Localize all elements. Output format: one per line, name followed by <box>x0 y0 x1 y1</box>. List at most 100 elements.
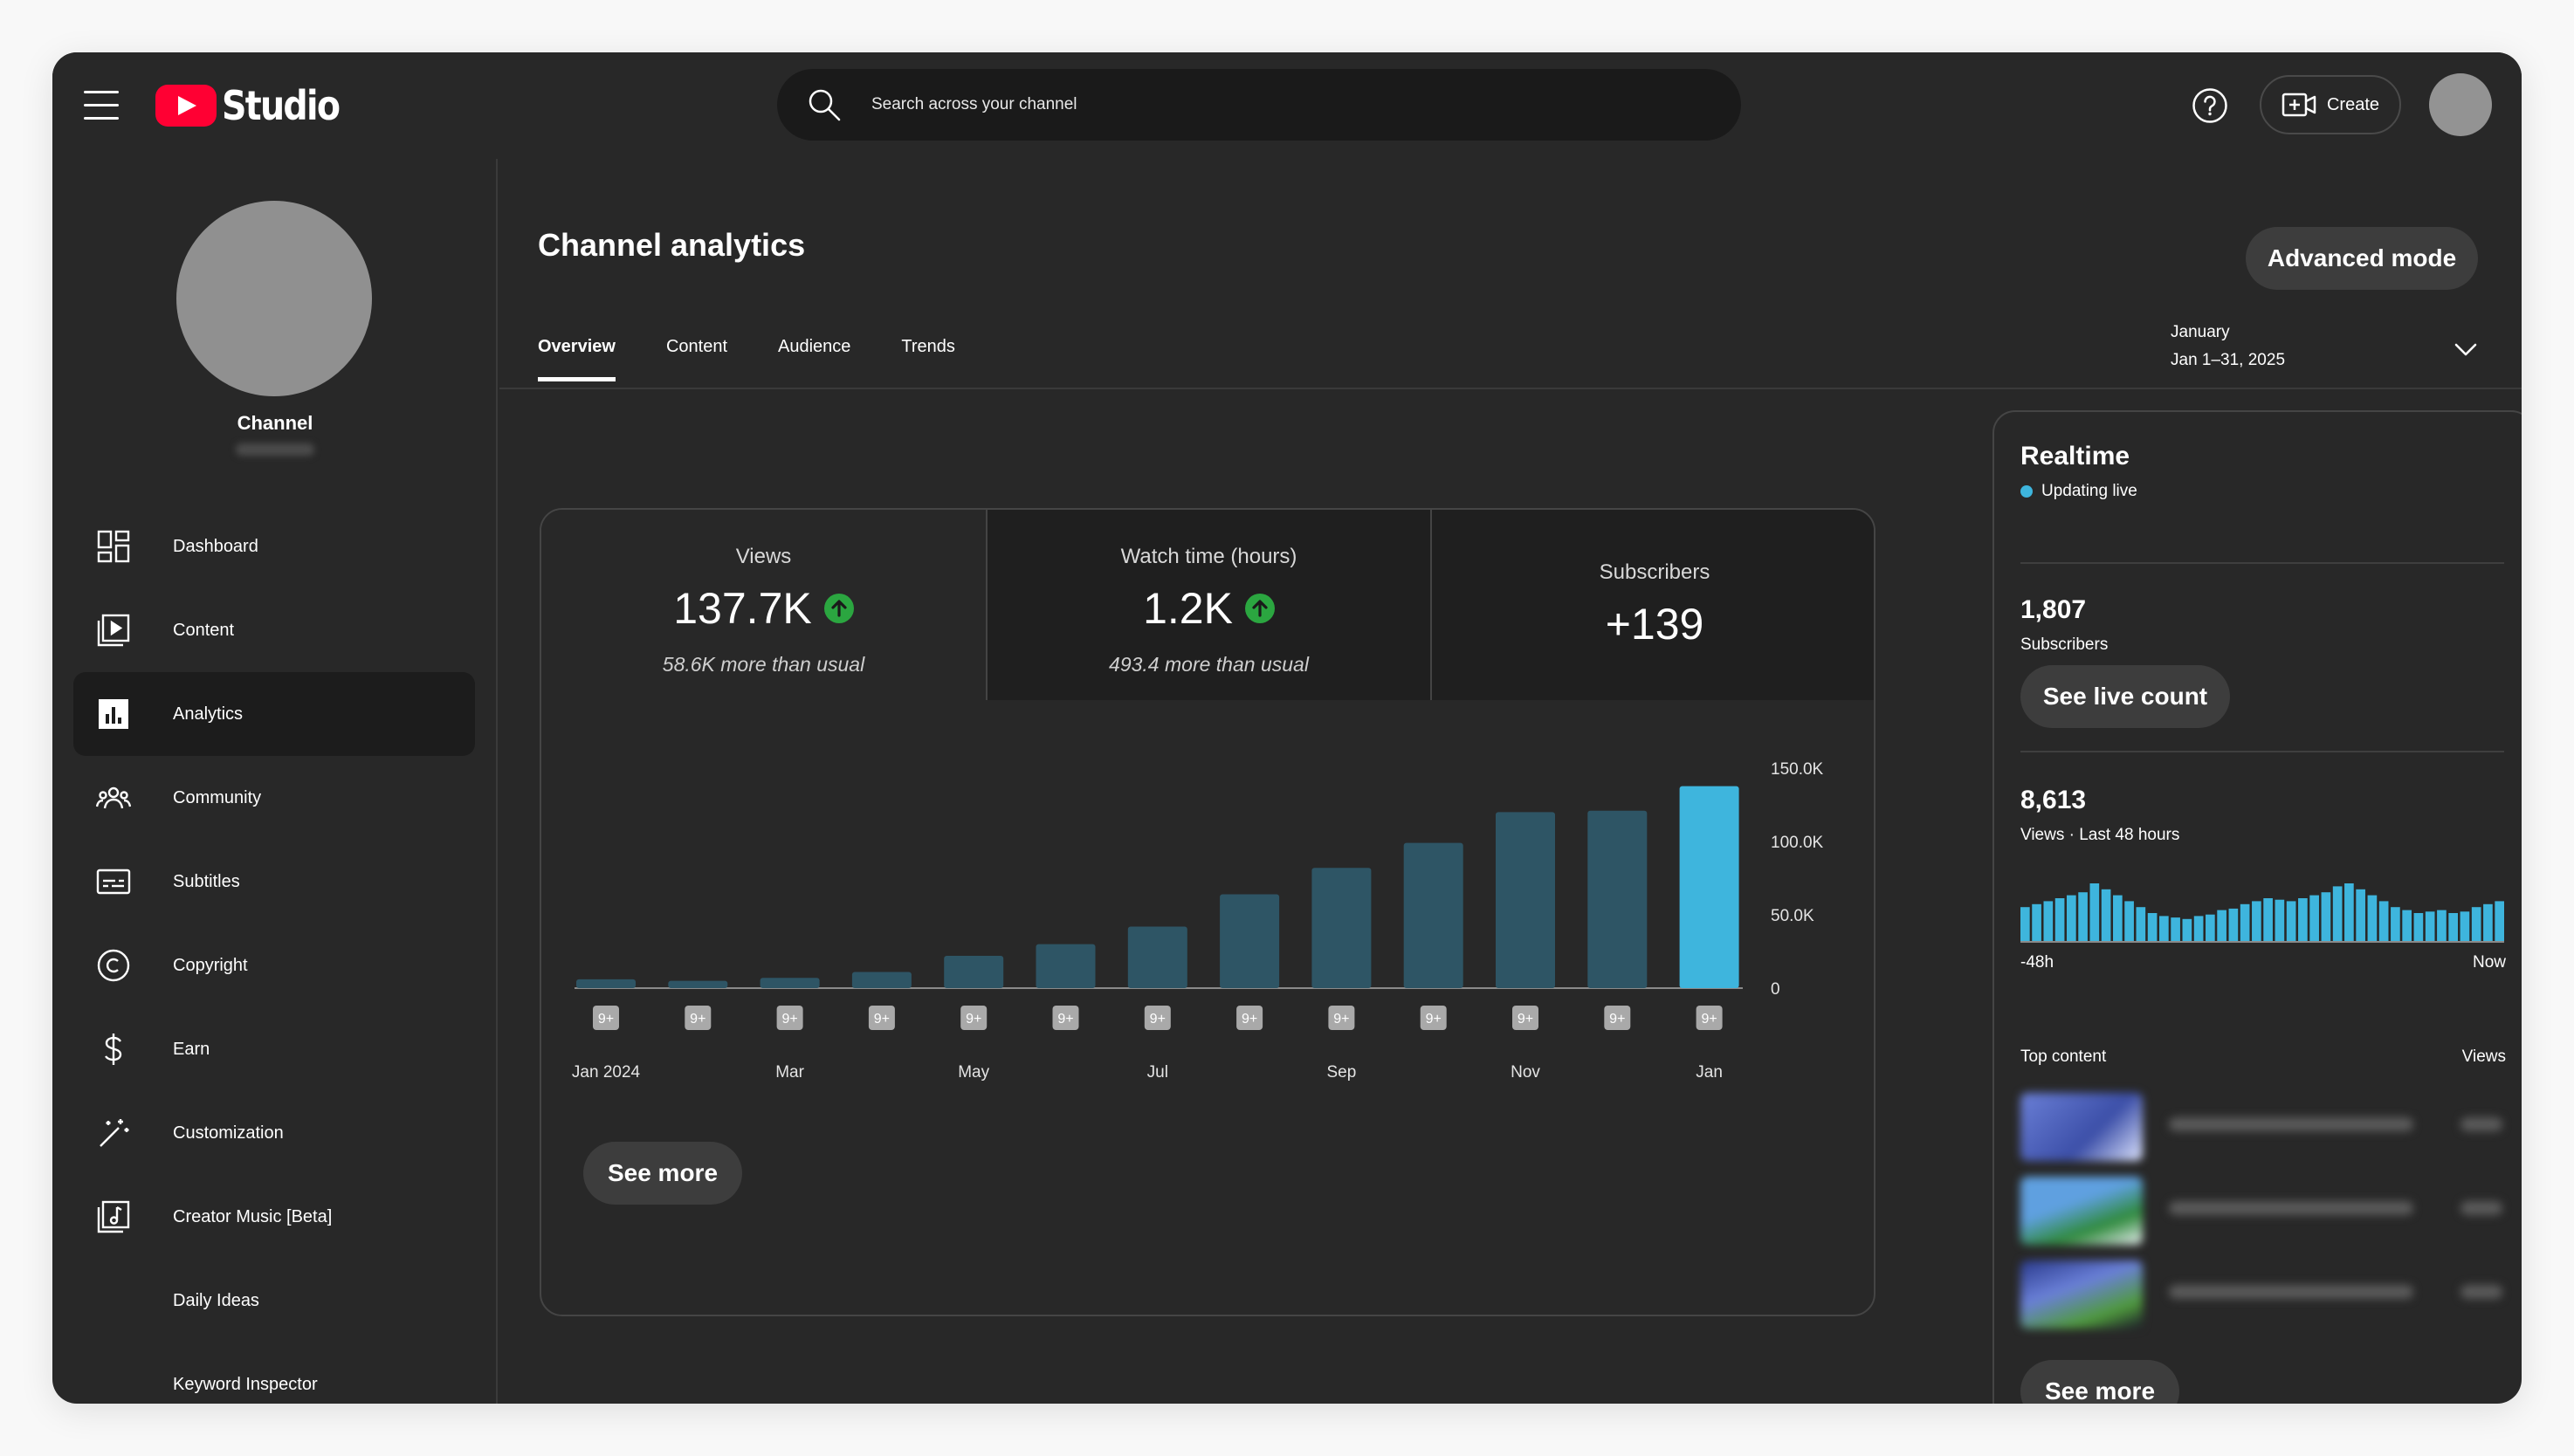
realtime-bar[interactable] <box>2124 901 2134 943</box>
upload-marker[interactable]: 9+ <box>1052 1006 1079 1030</box>
realtime-bar[interactable] <box>2171 917 2180 943</box>
help-icon[interactable] <box>2192 87 2228 124</box>
realtime-bar[interactable] <box>2413 913 2424 943</box>
realtime-bar[interactable] <box>2113 895 2123 943</box>
chart-bar[interactable] <box>1496 812 1555 988</box>
upload-marker[interactable]: 9+ <box>1512 1006 1538 1030</box>
realtime-bar[interactable] <box>2078 892 2088 943</box>
sidebar-item-analytics[interactable]: Analytics <box>73 672 475 756</box>
realtime-bar[interactable] <box>2391 907 2400 943</box>
realtime-bar[interactable] <box>2321 892 2331 943</box>
sidebar-item-community[interactable]: Community <box>73 756 475 840</box>
realtime-bar[interactable] <box>2240 903 2250 943</box>
create-button[interactable]: Create <box>2260 75 2401 134</box>
realtime-bar[interactable] <box>2332 886 2343 943</box>
see-live-count-button[interactable]: See live count <box>2020 665 2230 728</box>
realtime-bar[interactable] <box>2344 883 2354 943</box>
metric-watch-time[interactable]: Watch time (hours) 1.2K 493.4 more than … <box>986 510 1430 700</box>
realtime-bar[interactable] <box>2402 910 2412 943</box>
sidebar-item-dashboard[interactable]: Dashboard <box>73 505 475 588</box>
realtime-bar[interactable] <box>2089 883 2100 943</box>
realtime-bar[interactable] <box>2309 895 2319 943</box>
sidebar-item-creator-music[interactable]: Creator Music [Beta] <box>73 1175 475 1259</box>
realtime-bar[interactable] <box>2043 901 2054 943</box>
tab-content[interactable]: Content <box>665 337 728 356</box>
realtime-bar[interactable] <box>2217 910 2226 943</box>
sidebar-item-customization[interactable]: Customization <box>73 1091 475 1175</box>
chart-bar[interactable] <box>1311 868 1372 988</box>
realtime-bar[interactable] <box>2286 901 2296 943</box>
chart-bar[interactable] <box>1220 894 1280 988</box>
realtime-bar[interactable] <box>2298 898 2308 943</box>
chart-bar[interactable] <box>760 978 820 988</box>
sidebar-item-keyword-inspector[interactable]: Keyword Inspector <box>73 1343 475 1404</box>
realtime-bar[interactable] <box>2460 911 2470 943</box>
upload-marker[interactable]: 9+ <box>776 1006 803 1030</box>
realtime-bar[interactable] <box>2147 913 2158 943</box>
chart-bar[interactable] <box>944 956 1004 988</box>
realtime-bar[interactable] <box>2159 916 2169 943</box>
tab-trends[interactable]: Trends <box>901 337 955 356</box>
chart-bar[interactable] <box>1679 786 1739 988</box>
see-more-button[interactable]: See more <box>2020 1360 2179 1404</box>
upload-marker[interactable]: 9+ <box>685 1006 712 1030</box>
account-avatar[interactable] <box>2429 73 2492 136</box>
metric-subscribers[interactable]: Subscribers +139 <box>1430 510 1874 700</box>
see-more-button[interactable]: See more <box>583 1142 742 1205</box>
chart-bar[interactable] <box>1403 842 1463 988</box>
chart-bar[interactable] <box>1036 944 1096 988</box>
date-range-picker[interactable]: January Jan 1–31, 2025 <box>2171 323 2478 382</box>
realtime-bar[interactable] <box>2020 907 2030 943</box>
realtime-bar[interactable] <box>2471 907 2481 943</box>
studio-logo[interactable]: Studio <box>155 82 358 129</box>
realtime-bar[interactable] <box>2483 903 2493 943</box>
realtime-bar[interactable] <box>2356 889 2365 943</box>
realtime-bar[interactable] <box>2182 918 2192 943</box>
upload-marker[interactable]: 9+ <box>868 1006 895 1030</box>
chart-bar[interactable] <box>668 980 728 988</box>
search-bar[interactable]: Search across your channel <box>777 69 1741 141</box>
realtime-bar[interactable] <box>2367 895 2378 943</box>
realtime-bar[interactable] <box>2252 901 2261 943</box>
upload-marker[interactable]: 9+ <box>960 1006 988 1030</box>
sidebar-item-subtitles[interactable]: Subtitles <box>73 840 475 924</box>
upload-marker[interactable]: 9+ <box>1328 1006 1355 1030</box>
realtime-bar[interactable] <box>2448 913 2458 943</box>
upload-marker[interactable]: 9+ <box>593 1006 619 1030</box>
tab-overview[interactable]: Overview <box>538 337 616 381</box>
realtime-bar[interactable] <box>2495 901 2504 943</box>
menu-icon[interactable] <box>84 91 119 120</box>
upload-marker[interactable]: 9+ <box>1144 1006 1171 1030</box>
sidebar-item-daily-ideas[interactable]: Daily Ideas <box>73 1259 475 1343</box>
chart-bar[interactable] <box>1587 810 1648 988</box>
advanced-mode-button[interactable]: Advanced mode <box>2246 227 2478 290</box>
channel-avatar[interactable] <box>176 201 372 396</box>
sidebar-item-earn[interactable]: Earn <box>73 1007 475 1091</box>
top-content-item[interactable] <box>2020 1260 2504 1336</box>
upload-marker[interactable]: 9+ <box>1236 1006 1263 1030</box>
upload-marker[interactable]: 9+ <box>1420 1006 1447 1030</box>
metric-views[interactable]: Views 137.7K 58.6K more than usual <box>541 510 986 700</box>
realtime-bar[interactable] <box>2067 895 2076 943</box>
upload-marker[interactable]: 9+ <box>1604 1006 1631 1030</box>
realtime-bar[interactable] <box>2193 916 2204 943</box>
sidebar-item-copyright[interactable]: Copyright <box>73 924 475 1007</box>
realtime-bar[interactable] <box>2136 907 2146 943</box>
realtime-bar[interactable] <box>2054 898 2065 943</box>
sidebar-item-content[interactable]: Content <box>73 588 475 672</box>
realtime-bar[interactable] <box>2032 903 2041 943</box>
realtime-bar[interactable] <box>2206 914 2215 943</box>
realtime-bar[interactable] <box>2101 889 2111 943</box>
top-content-item[interactable] <box>2020 1093 2504 1168</box>
realtime-bar[interactable] <box>2378 901 2389 943</box>
realtime-bar[interactable] <box>2228 908 2239 943</box>
chart-bar[interactable] <box>576 979 636 988</box>
realtime-bar[interactable] <box>2437 910 2447 943</box>
realtime-bar[interactable] <box>2263 898 2273 943</box>
chart-bar[interactable] <box>851 972 912 988</box>
top-content-item[interactable] <box>2020 1177 2504 1252</box>
upload-marker[interactable]: 9+ <box>1696 1006 1723 1030</box>
chart-bar[interactable] <box>1127 926 1187 988</box>
search-input[interactable]: Search across your channel <box>871 95 1077 113</box>
tab-audience[interactable]: Audience <box>778 337 851 356</box>
